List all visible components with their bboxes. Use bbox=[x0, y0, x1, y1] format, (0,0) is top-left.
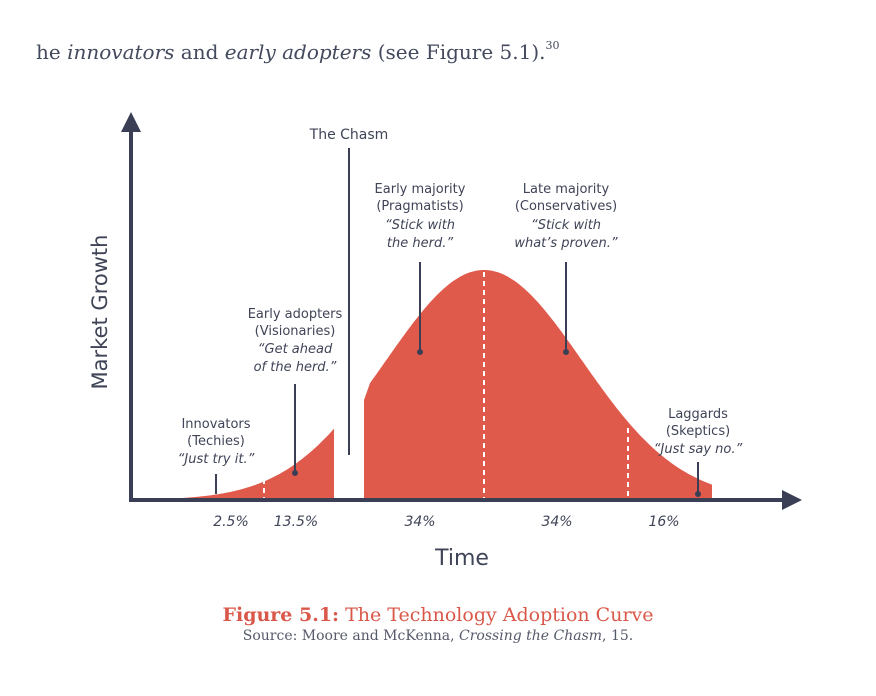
y-axis-arrow bbox=[121, 112, 141, 132]
segment-label-laggards: Laggards (Skeptics) “Just say no.” bbox=[654, 407, 743, 457]
curve-area-majority-laggards bbox=[364, 270, 712, 500]
segment-label-innovators: Innovators (Techies) “Just try it.” bbox=[178, 417, 255, 467]
intro-prefix: he bbox=[36, 40, 68, 64]
early-adopters-quote-line1: “Get ahead bbox=[258, 342, 333, 357]
intro-sentence: he innovators and early adopters (see Fi… bbox=[36, 39, 560, 64]
late-majority-quote-line1: “Stick with bbox=[531, 218, 601, 233]
caption-source-prefix: Source: Moore and McKenna, bbox=[242, 628, 460, 644]
innovators-name: Innovators bbox=[181, 417, 250, 432]
pointer-dot-laggards bbox=[695, 491, 701, 497]
early-adopters-quote-line2: of the herd.” bbox=[254, 360, 337, 375]
segment-label-early-majority: Early majority (Pragmatists) “Stick with… bbox=[375, 182, 466, 251]
late-majority-quote-line2: what’s proven.” bbox=[514, 236, 618, 251]
segment-label-early-adopters: Early adopters (Visionaries) “Get ahead … bbox=[248, 307, 343, 375]
chasm-label: The Chasm bbox=[309, 127, 389, 143]
early-majority-name: Early majority bbox=[375, 182, 466, 197]
percent-laggards: 16% bbox=[648, 514, 679, 530]
caption-source: Source: Moore and McKenna, Crossing the … bbox=[0, 628, 876, 644]
caption-source-suffix: , 15. bbox=[602, 628, 634, 644]
early-adopters-name: Early adopters bbox=[248, 307, 343, 322]
footnote-marker: 30 bbox=[545, 39, 560, 53]
caption-title-text: The Technology Adoption Curve bbox=[339, 604, 654, 626]
percent-early-adopters: 13.5% bbox=[274, 514, 318, 530]
late-majority-group: (Conservatives) bbox=[515, 199, 617, 214]
figure-caption: Figure 5.1: The Technology Adoption Curv… bbox=[0, 604, 876, 644]
intro-mid: and bbox=[174, 40, 225, 64]
percent-early-majority: 34% bbox=[404, 514, 435, 530]
pointer-dot-late-majority bbox=[563, 349, 569, 355]
y-axis-label: Market Growth bbox=[88, 235, 112, 390]
early-majority-group: (Pragmatists) bbox=[376, 199, 463, 214]
late-majority-name: Late majority bbox=[523, 182, 610, 197]
early-majority-quote-line1: “Stick with bbox=[385, 218, 455, 233]
laggards-quote: “Just say no.” bbox=[654, 442, 743, 457]
intro-term-innovators: innovators bbox=[67, 40, 175, 64]
early-adopters-group: (Visionaries) bbox=[255, 324, 336, 339]
laggards-group: (Skeptics) bbox=[666, 424, 730, 439]
caption-figure-number: Figure 5.1: bbox=[222, 604, 340, 626]
pointer-dot-early-adopters bbox=[292, 470, 298, 476]
x-axis-label: Time bbox=[434, 546, 489, 571]
innovators-quote: “Just try it.” bbox=[178, 452, 255, 467]
innovators-group: (Techies) bbox=[187, 434, 245, 449]
intro-term-early-adopters: early adopters bbox=[224, 40, 372, 64]
caption-source-book: Crossing the Chasm bbox=[459, 628, 603, 644]
curve-area-innovators-adopters bbox=[180, 428, 334, 500]
x-axis-arrow bbox=[782, 490, 802, 510]
pointer-dot-early-majority bbox=[417, 349, 423, 355]
segment-label-late-majority: Late majority (Conservatives) “Stick wit… bbox=[514, 182, 618, 251]
percent-innovators: 2.5% bbox=[213, 514, 249, 530]
intro-suffix: (see Figure 5.1). bbox=[371, 40, 546, 64]
percent-late-majority: 34% bbox=[541, 514, 572, 530]
adoption-curve-chart: Market Growth Time The Chasm Innovators … bbox=[88, 112, 802, 571]
laggards-name: Laggards bbox=[668, 407, 728, 422]
caption-title: Figure 5.1: The Technology Adoption Curv… bbox=[0, 604, 876, 626]
early-majority-quote-line2: the herd.” bbox=[387, 236, 453, 251]
